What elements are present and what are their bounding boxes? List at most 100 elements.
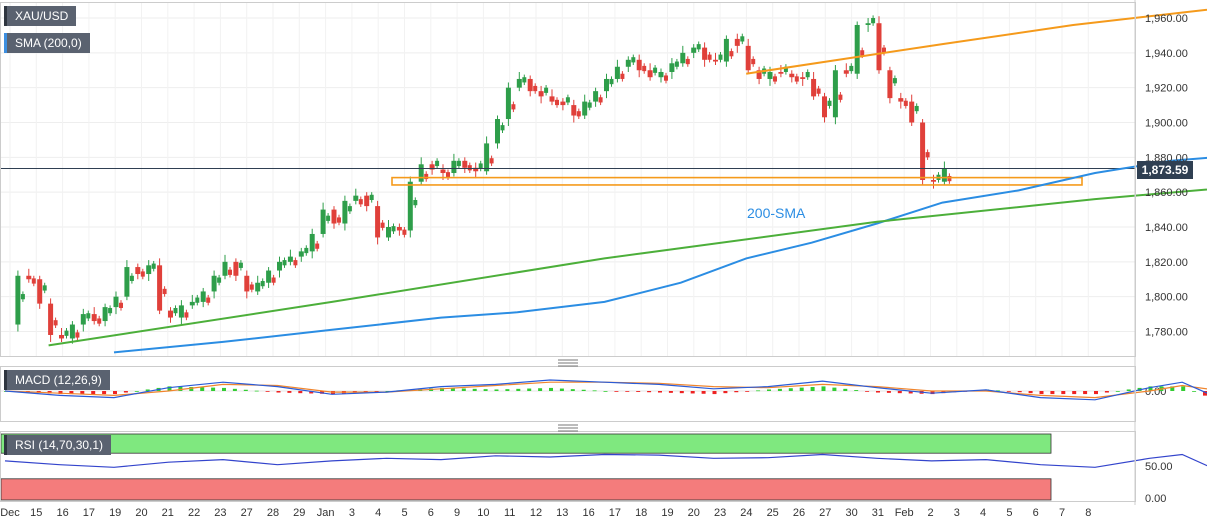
x-tick-label: 24 [740, 507, 752, 519]
y-tick-label: 1,960.00 [1145, 13, 1188, 25]
candle-body [462, 160, 468, 168]
candle-body [456, 160, 461, 167]
candle-body [48, 303, 54, 335]
x-tick-label: 20 [135, 507, 147, 519]
candle-body [702, 47, 708, 60]
candle-body [369, 194, 374, 201]
x-tick-label: 19 [109, 507, 121, 519]
candle-body [206, 297, 211, 303]
candle-body [696, 44, 701, 50]
candle-body [713, 59, 718, 62]
macd-histogram-bar [559, 388, 564, 391]
macd-signal-line [4, 381, 1207, 399]
macd-histogram-bar [211, 387, 216, 391]
candle-body [64, 330, 69, 336]
candle-body [435, 160, 440, 167]
candle-body [478, 163, 483, 169]
current-price-badge: 1,873.59 [1137, 161, 1193, 179]
macd-histogram-bar [788, 388, 793, 391]
candle-body [80, 314, 86, 325]
candle-body [800, 77, 806, 79]
candle-body [805, 71, 810, 78]
x-tick-label: 5 [401, 507, 407, 519]
candle-body [249, 284, 254, 290]
macd-histogram-bar [200, 387, 205, 391]
candle-body [718, 54, 723, 60]
candle-body [255, 282, 261, 292]
rsi-panel: 50.00 0.00 [0, 433, 1207, 505]
candle-body [544, 87, 549, 93]
candle-body [418, 164, 424, 182]
x-tick-label: 2 [927, 507, 933, 519]
macd-histogram-bar [538, 388, 543, 391]
macd-histogram-bar [287, 391, 292, 393]
candle-body [729, 51, 734, 57]
candle-body [887, 70, 893, 99]
macd-histogram-bar [494, 389, 499, 391]
x-tick-label: 16 [582, 507, 594, 519]
candle-body [342, 200, 348, 224]
candle-body [451, 160, 457, 174]
macd-histogram-bar [123, 391, 128, 393]
candle-body [124, 267, 130, 297]
macd-histogram-bar [679, 391, 684, 394]
candle-body [347, 206, 352, 212]
candle-body [287, 256, 293, 262]
macd-histogram-bar [1126, 389, 1131, 391]
macd-histogram-bar [472, 388, 477, 391]
candles [15, 15, 952, 344]
x-tick-label: 25 [767, 507, 779, 519]
rsi-line [4, 453, 1207, 468]
candle-body [827, 100, 832, 106]
x-tick-label: Dec [0, 507, 20, 519]
candle-body [636, 59, 642, 71]
macd-histogram-bar [1148, 386, 1153, 391]
resistance-trend-line [746, 8, 1207, 75]
candle-body [386, 227, 391, 238]
candle-body [467, 165, 472, 171]
candle-body [691, 47, 697, 53]
candle-body [304, 247, 309, 254]
macd-histogram-bar [298, 391, 303, 394]
macd-histogram-bar [767, 389, 771, 391]
x-tick-label: 27 [241, 507, 253, 519]
candle-body [598, 97, 603, 103]
macd-histogram-bar [712, 391, 717, 395]
candle-body [31, 278, 36, 284]
candle-body [173, 307, 178, 314]
macd-histogram-bar [865, 391, 870, 392]
x-tick-label: 27 [819, 507, 831, 519]
candle-body [42, 285, 47, 291]
candle-body [555, 99, 559, 106]
macd-histogram-bar [995, 390, 1000, 392]
candle-body [489, 158, 494, 164]
candle-body [151, 263, 156, 269]
candle-body [15, 275, 21, 325]
support-zone-box [391, 176, 1083, 186]
x-tick-label: 21 [162, 507, 174, 519]
candle-body [669, 63, 675, 72]
candle-body [97, 318, 102, 324]
sma-indicator-label: SMA (200,0) [4, 33, 90, 53]
x-tick-label: 4 [980, 507, 986, 519]
candle-body [266, 270, 272, 283]
candle-body [331, 209, 337, 224]
candle-body [429, 164, 435, 170]
x-tick-label: 23 [714, 507, 726, 519]
candle-body [484, 143, 490, 172]
macd-histogram-bar [854, 390, 859, 391]
x-tick-label: 12 [530, 507, 542, 519]
candle-body [505, 87, 511, 120]
candle-body [375, 206, 381, 238]
macd-histogram-bar [701, 391, 706, 394]
candle-body [756, 70, 762, 79]
candle-body [511, 104, 516, 110]
candle-body [26, 275, 32, 280]
candle-body [882, 47, 886, 53]
rsi-overbought-zone [0, 433, 1052, 454]
candle-body [822, 96, 827, 118]
sma-annotation-label: 200-SMA [747, 205, 806, 221]
macd-histogram-bar [777, 388, 782, 391]
x-tick-label: 5 [1006, 507, 1012, 519]
candle-body [723, 38, 729, 62]
